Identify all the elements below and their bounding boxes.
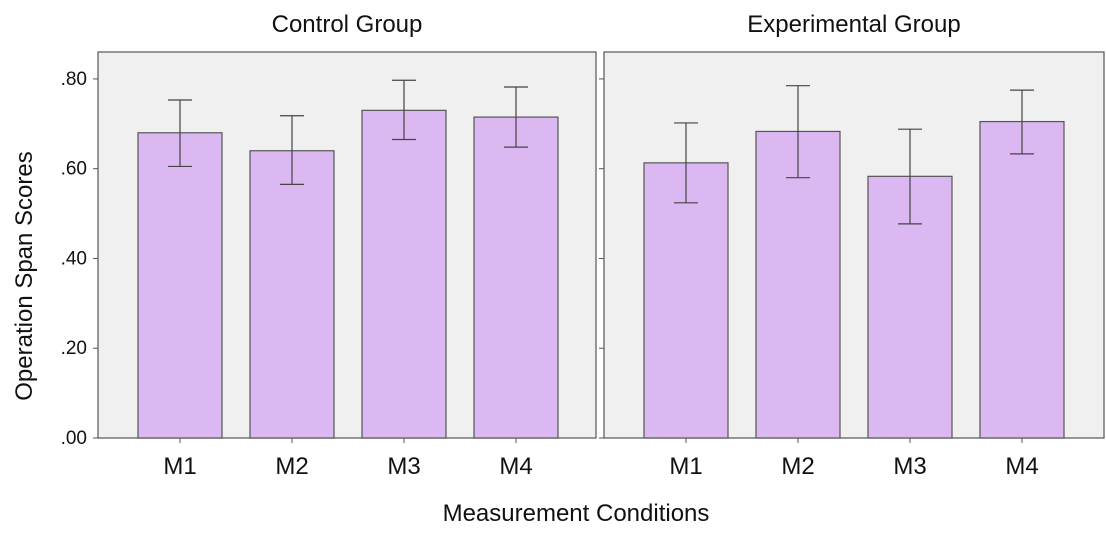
y-axis-label: Operation Span Scores bbox=[11, 151, 38, 400]
bar-m4 bbox=[979, 120, 1065, 439]
x-tick-label: M1 bbox=[163, 453, 196, 480]
x-tick-label: M2 bbox=[275, 453, 308, 480]
y-tick-label: .40 bbox=[61, 248, 87, 269]
panel-title: Experimental Group bbox=[747, 11, 960, 38]
y-tick-label: .60 bbox=[61, 159, 87, 180]
x-tick-label: M4 bbox=[499, 453, 532, 480]
bar-m2 bbox=[249, 150, 335, 439]
bar-m2 bbox=[755, 130, 841, 439]
x-axis-label: Measurement Conditions bbox=[443, 500, 710, 527]
y-tick-label: .80 bbox=[61, 69, 87, 90]
x-tick-label: M4 bbox=[1005, 453, 1038, 480]
x-tick-label: M2 bbox=[781, 453, 814, 480]
bar-m1 bbox=[643, 162, 729, 439]
y-tick-label: .00 bbox=[61, 428, 87, 449]
y-tick-label: .20 bbox=[61, 338, 87, 359]
bar-m3 bbox=[361, 109, 447, 439]
x-tick-label: M3 bbox=[387, 453, 420, 480]
x-tick-label: M1 bbox=[669, 453, 702, 480]
x-tick-label: M3 bbox=[893, 453, 926, 480]
panel-1: Control Group .00 .20 .40 .60 .80 M1 M2 M3 M4 bbox=[61, 11, 597, 480]
bar-m1 bbox=[137, 132, 223, 439]
panel-2: Experimental Group M1 M2 M3 M4 bbox=[599, 11, 1105, 480]
panel-title: Control Group bbox=[272, 11, 423, 38]
bar-m4 bbox=[473, 116, 559, 439]
